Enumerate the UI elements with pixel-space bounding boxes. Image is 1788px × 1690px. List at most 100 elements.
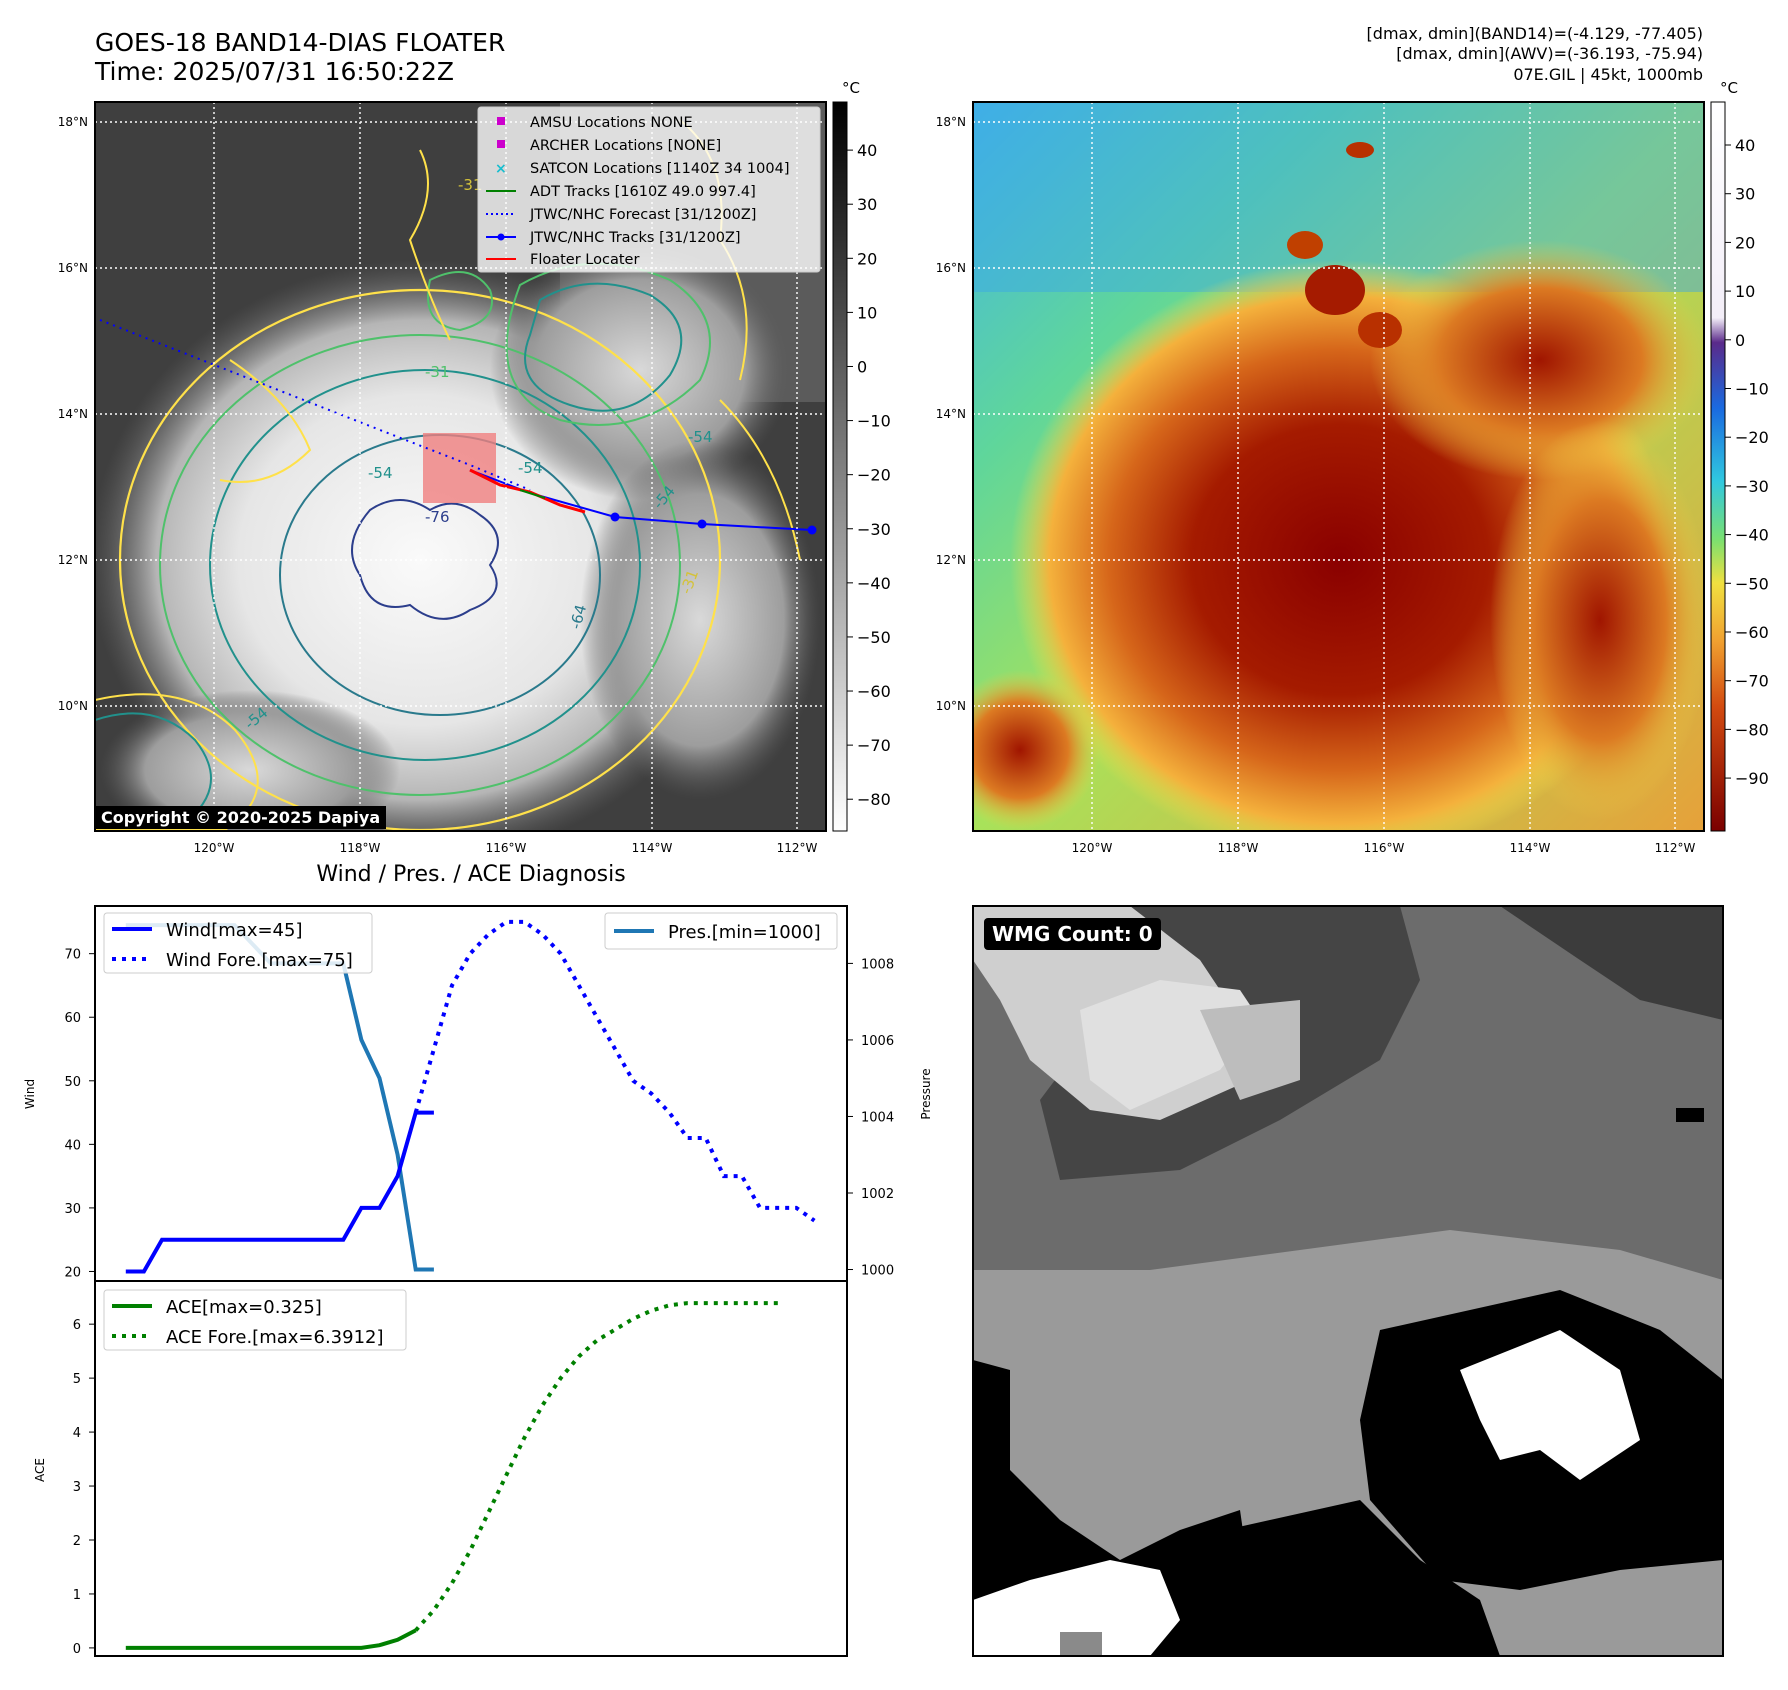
legend-amsu: AMSU Locations NONE bbox=[530, 115, 693, 131]
colorbar-tick-label: −40 bbox=[1735, 526, 1769, 545]
ir-colorbar-unit: °C bbox=[842, 79, 860, 97]
colorbar-tick-label: −20 bbox=[1735, 428, 1769, 447]
legend-satcon: SATCON Locations [1140Z 34 1004] bbox=[530, 161, 789, 177]
axis-tick-label: 50 bbox=[64, 1075, 81, 1090]
lat-label: 18°N bbox=[936, 115, 966, 129]
ir-legend: AMSU Locations NONE ARCHER Locations [NO… bbox=[477, 106, 821, 273]
contour-label: -76 bbox=[425, 508, 450, 526]
ir-panel: -31 -31 -54 -54 -54 -76 -64 -31 -54 -54 … bbox=[58, 79, 891, 855]
satcon-x-icon: × bbox=[495, 161, 507, 177]
wind-y-ticks: 20 30 40 50 60 70 bbox=[64, 948, 95, 1280]
lat-label: 10°N bbox=[936, 699, 966, 713]
colorbar-tick-label: 0 bbox=[1735, 331, 1745, 350]
colorbar-tick-label: −60 bbox=[1735, 623, 1769, 642]
axis-tick-label: 1006 bbox=[861, 1034, 894, 1049]
legend-forecast: JTWC/NHC Forecast [31/1200Z] bbox=[529, 207, 756, 223]
floater-track bbox=[469, 468, 586, 514]
colorbar-tick-label: 0 bbox=[857, 357, 867, 376]
awv-gridlines bbox=[973, 102, 1704, 831]
lon-label: 116°W bbox=[486, 841, 527, 855]
colorbar-tick-label: 30 bbox=[1735, 185, 1755, 204]
legend-floater: Floater Locater bbox=[530, 252, 639, 268]
axis-tick-label: 20 bbox=[64, 1265, 81, 1280]
colorbar-tick-label: 10 bbox=[857, 303, 877, 322]
axis-tick-label: 70 bbox=[64, 948, 81, 963]
awv-imagery bbox=[973, 102, 1704, 831]
legend-ace: ACE[max=0.325] bbox=[166, 1297, 322, 1318]
awv-frame bbox=[972, 101, 1705, 832]
colorbar-tick-label: −40 bbox=[857, 574, 891, 593]
contour-label: -31 bbox=[425, 363, 450, 381]
legend-wind-forecast: Wind Fore.[max=75] bbox=[166, 950, 353, 971]
lat-label: 16°N bbox=[936, 261, 966, 275]
legend-pressure: Pres.[min=1000] bbox=[668, 922, 821, 943]
figure-time: Time: 2025/07/31 16:50:22Z bbox=[95, 57, 454, 86]
lat-label: 10°N bbox=[58, 699, 88, 713]
axis-tick-label: 30 bbox=[64, 1202, 81, 1217]
colorbar-tick-label: −80 bbox=[1735, 720, 1769, 739]
tracks-dot-icon bbox=[497, 233, 505, 241]
axis-tick-label: 4 bbox=[73, 1426, 81, 1441]
lon-label: 114°W bbox=[632, 841, 673, 855]
archer-marker-icon bbox=[497, 140, 505, 148]
colorbar-tick-label: 40 bbox=[1735, 136, 1755, 155]
ir-colorbar-ticks: 40 30 20 10 0 −10 −20 −30 −40 −50 −60 −70 −80 bbox=[847, 141, 891, 809]
colorbar-tick-label: −30 bbox=[1735, 477, 1769, 496]
figure-title: GOES-18 BAND14-DIAS FLOATER bbox=[95, 28, 506, 57]
lat-label: 14°N bbox=[58, 407, 88, 421]
colorbar-tick-label: 30 bbox=[857, 195, 877, 214]
ir-lat-labels: 18°N 16°N 14°N 12°N 10°N bbox=[58, 115, 88, 713]
awv-colorbar-ticks: 40 30 20 10 0 −10 −20 −30 −40 −50 −60 −70 −80 −90 bbox=[1725, 136, 1769, 788]
pressure-y-ticks: 1000 1002 1004 1006 1008 bbox=[847, 957, 894, 1279]
axis-tick-label: 1002 bbox=[861, 1187, 894, 1202]
contour-label: -64 bbox=[566, 603, 590, 631]
wind-series-line bbox=[125, 1110, 434, 1274]
axis-tick-label: 1 bbox=[73, 1588, 81, 1603]
ace-series-line bbox=[125, 1628, 417, 1650]
lat-label: 18°N bbox=[58, 115, 88, 129]
ir-lon-labels: 120°W 118°W 116°W 114°W 112°W bbox=[194, 841, 818, 855]
lat-label: 14°N bbox=[936, 407, 966, 421]
wmg-frame bbox=[972, 905, 1724, 1657]
stats-band14: [dmax, dmin](BAND14)=(-4.129, -77.405) bbox=[1366, 24, 1703, 43]
colorbar-tick-label: −50 bbox=[857, 628, 891, 647]
lon-label: 112°W bbox=[1655, 841, 1696, 855]
lon-label: 120°W bbox=[194, 841, 235, 855]
legend-tracks: JTWC/NHC Tracks [31/1200Z] bbox=[529, 230, 741, 246]
wmg-imagery bbox=[973, 906, 1723, 1656]
colorbar-tick-label: −50 bbox=[1735, 574, 1769, 593]
wind-legend: Wind[max=45] Wind Fore.[max=75] bbox=[103, 912, 373, 974]
track-point bbox=[697, 519, 707, 529]
awv-panel: 18°N 16°N 14°N 12°N 10°N 120°W 118°W 116… bbox=[936, 79, 1769, 855]
floater-box bbox=[423, 433, 496, 503]
chart-title: Wind / Pres. / ACE Diagnosis bbox=[316, 862, 626, 887]
colorbar-tick-label: 20 bbox=[857, 249, 877, 268]
wind-forecast-series-line bbox=[413, 919, 816, 1223]
copyright-label: Copyright © 2020-2025 Dapiya bbox=[95, 806, 387, 829]
colorbar-tick-label: −10 bbox=[1735, 379, 1769, 398]
lat-label: 16°N bbox=[58, 261, 88, 275]
ir-frame bbox=[94, 101, 827, 832]
lon-label: 118°W bbox=[1218, 841, 1259, 855]
axis-tick-label: 6 bbox=[73, 1318, 81, 1333]
axis-tick-label: 2 bbox=[73, 1534, 81, 1549]
pressure-legend: Pres.[min=1000] bbox=[604, 912, 838, 950]
lon-label: 112°W bbox=[777, 841, 818, 855]
contour-label: -31 bbox=[458, 176, 483, 194]
colorbar-tick-label: 10 bbox=[1735, 282, 1755, 301]
axis-tick-label: 60 bbox=[64, 1011, 81, 1026]
ace-y-ticks: 0 1 2 3 4 5 6 bbox=[73, 1318, 95, 1657]
lon-label: 118°W bbox=[340, 841, 381, 855]
amsu-marker-icon bbox=[497, 117, 505, 125]
ace-legend: ACE[max=0.325] ACE Fore.[max=6.3912] bbox=[103, 1289, 407, 1351]
axis-tick-label: 3 bbox=[73, 1480, 81, 1495]
axis-tick-label: 1008 bbox=[861, 957, 894, 972]
legend-adt: ADT Tracks [1610Z 49.0 997.4] bbox=[530, 184, 756, 200]
lon-label: 114°W bbox=[1510, 841, 1551, 855]
axis-tick-label: 1004 bbox=[861, 1110, 894, 1125]
storm-info: 07E.GIL | 45kt, 1000mb bbox=[1513, 65, 1703, 84]
pressure-axis-label: Pressure bbox=[919, 1068, 933, 1119]
axis-tick-label: 40 bbox=[64, 1138, 81, 1153]
